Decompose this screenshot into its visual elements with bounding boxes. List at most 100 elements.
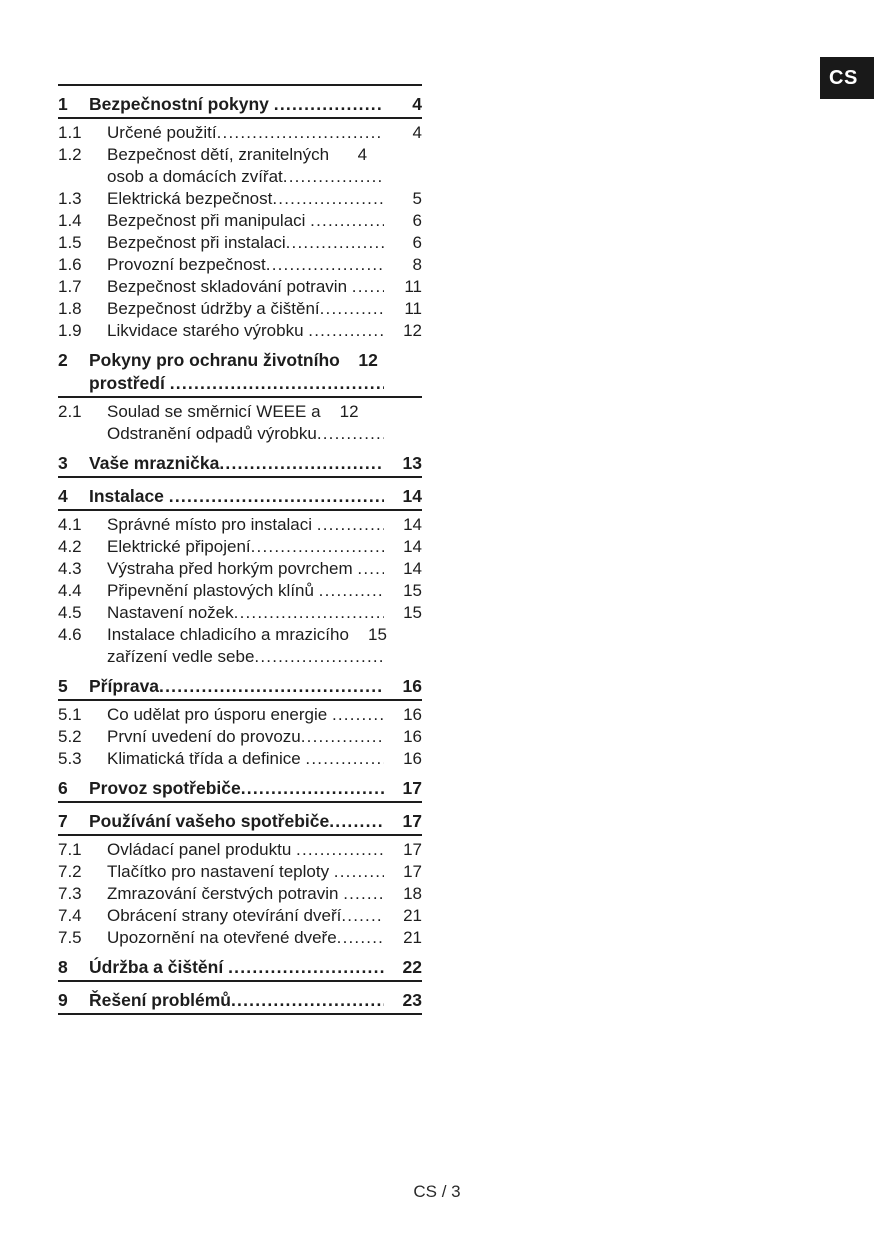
section-rule — [58, 699, 422, 701]
toc-sub-entry: 7.4 Obrácení strany otevírání dveří 21 — [58, 905, 422, 927]
dot-leader — [329, 810, 384, 833]
toc-entry-title: Co udělat pro úsporu energie — [107, 705, 332, 724]
dot-leader — [286, 232, 384, 254]
dot-leader — [317, 423, 384, 445]
table-of-contents: 1 Bezpečnostní pokyny 4 1.1 Určené použití 4… — [58, 84, 422, 1018]
dot-leader — [352, 276, 384, 298]
toc-sub-entry: 7.3 Zmrazování čerstvých potravin 18 — [58, 883, 422, 905]
toc-sub-entry: 5.1 Co udělat pro úsporu energie 16 — [58, 704, 422, 726]
section-rule — [58, 980, 422, 982]
toc-entry-number: 3 — [58, 453, 68, 473]
toc-sub-entry: 1.2 Bezpečnost dětí, zranitelných 4 osob a … — [58, 144, 422, 188]
toc-entry-page: 14 — [403, 537, 422, 556]
toc-entry-page: 8 — [412, 255, 422, 274]
toc-section-entry: 7 Používání vašeho spotřebiče 17 — [58, 810, 422, 833]
toc-entry-line: 5.3 Klimatická třída a definice 16 — [58, 748, 422, 770]
dot-leader — [231, 989, 384, 1012]
toc-entry-line: Odstranění odpadů výrobku — [58, 423, 422, 445]
toc-entry-number: 1.1 — [58, 123, 82, 142]
toc-entry-line: 7.1 Ovládací panel produktu 17 — [58, 839, 422, 861]
toc-entry-line: 1.8 Bezpečnost údržby a čištění 11 — [58, 298, 422, 320]
toc-entry-title: Bezpečnost údržby a čištění — [107, 299, 320, 318]
toc-entry-line: 4.3 Výstraha před horkým povrchem 14 — [58, 558, 422, 580]
dot-leader — [228, 956, 384, 979]
toc-entry-page: 5 — [412, 189, 422, 208]
toc-entry-page: 4 — [412, 94, 422, 114]
toc-entry-line: 1.6 Provozní bezpečnost 8 — [58, 254, 422, 276]
toc-entry-line: 7.5 Upozornění na otevřené dveře 21 — [58, 927, 422, 949]
dot-leader — [241, 777, 384, 800]
dot-leader — [254, 646, 384, 668]
toc-entry-title: Provozní bezpečnost — [107, 255, 266, 274]
toc-sub-entry: 1.3 Elektrická bezpečnost 5 — [58, 188, 422, 210]
toc-sub-entry: 7.1 Ovládací panel produktu 17 — [58, 839, 422, 861]
toc-entry-line: 7.2 Tlačítko pro nastavení teploty 17 — [58, 861, 422, 883]
toc-entry-line: 1.2 Bezpečnost dětí, zranitelných 4 — [58, 144, 422, 166]
toc-section-entry: 4 Instalace 14 — [58, 485, 422, 508]
toc-section-entry: 2 Pokyny pro ochranu životního 12 prostředí — [58, 349, 422, 395]
dot-leader — [251, 536, 384, 558]
dot-leader — [219, 452, 384, 475]
toc-entry-page: 6 — [412, 233, 422, 252]
toc-entry-number: 4 — [58, 486, 68, 506]
dot-leader — [310, 210, 384, 232]
toc-top-rule — [58, 84, 422, 86]
dot-leader — [266, 254, 384, 276]
dot-leader — [319, 580, 384, 602]
toc-entry-page: 14 — [403, 515, 422, 534]
toc-entry-line: 4.1 Správné místo pro instalaci 14 — [58, 514, 422, 536]
language-tab: CS — [820, 57, 874, 99]
toc-sub-entry: 4.4 Připevnění plastových klínů 15 — [58, 580, 422, 602]
toc-entry-number: 9 — [58, 990, 68, 1010]
toc-entry-page: 4 — [412, 123, 422, 142]
toc-entry-page: 4 — [357, 145, 368, 164]
toc-entry-page: 22 — [402, 957, 422, 977]
toc-section-entry: 6 Provoz spotřebiče 17 — [58, 777, 422, 800]
toc-entry-line: 5 Příprava 16 — [58, 675, 422, 698]
toc-sub-entry: 1.4 Bezpečnost při manipulaci 6 — [58, 210, 422, 232]
toc-entry-line: 4 Instalace 14 — [58, 485, 422, 508]
toc-entry-title: osob a domácích zvířat — [107, 167, 283, 186]
toc-entry-line: prostředí — [58, 372, 422, 395]
toc-entry-page: 17 — [403, 862, 422, 881]
toc-entry-number: 7.5 — [58, 928, 82, 947]
toc-entry-line: 4.4 Připevnění plastových klínů 15 — [58, 580, 422, 602]
dot-leader — [301, 726, 384, 748]
toc-entry-number: 2 — [58, 350, 68, 370]
toc-sub-entry: 1.6 Provozní bezpečnost 8 — [58, 254, 422, 276]
toc-entry-line: 6 Provoz spotřebiče 17 — [58, 777, 422, 800]
toc-entry-page: 17 — [402, 778, 422, 798]
toc-entry-page: 18 — [403, 884, 422, 903]
toc-entry-page: 17 — [402, 811, 422, 831]
toc-entry-number: 7.4 — [58, 906, 82, 925]
toc-entry-number: 5.1 — [58, 705, 82, 724]
toc-entry-title: Bezpečnost při manipulaci — [107, 211, 311, 230]
toc-entry-page: 17 — [403, 840, 422, 859]
toc-entry-page: 21 — [403, 928, 422, 947]
toc-entry-title: Upozornění na otevřené dveře — [107, 928, 337, 947]
toc-section-entry: 1 Bezpečnostní pokyny 4 — [58, 93, 422, 116]
toc-entry-page: 16 — [402, 676, 422, 696]
toc-entry-line: 7.3 Zmrazování čerstvých potravin 18 — [58, 883, 422, 905]
toc-entry-title: Určené použití — [107, 123, 217, 142]
toc-entry-page: 11 — [404, 277, 422, 296]
toc-entry-page: 14 — [403, 559, 422, 578]
toc-entry-title: Zmrazování čerstvých potravin — [107, 884, 344, 903]
toc-entry-title: Údržba a čištění — [89, 957, 229, 977]
toc-sub-entry: 5.2 První uvedení do provozu 16 — [58, 726, 422, 748]
toc-entry-number: 4.3 — [58, 559, 82, 578]
toc-entry-number: 1.8 — [58, 299, 82, 318]
toc-entry-number: 1 — [58, 94, 68, 114]
toc-sub-entry: 1.9 Likvidace starého výrobku 12 — [58, 320, 422, 342]
toc-entry-line: 4.5 Nastavení nožek 15 — [58, 602, 422, 624]
toc-sub-entry: 4.1 Správné místo pro instalaci 14 — [58, 514, 422, 536]
dot-leader — [283, 166, 384, 188]
toc-entry-line: 4.6 Instalace chladicího a mrazicího 15 — [58, 624, 422, 646]
toc-sub-entry: 5.3 Klimatická třída a definice 16 — [58, 748, 422, 770]
toc-entry-line: zařízení vedle sebe — [58, 646, 422, 668]
dot-leader — [296, 839, 384, 861]
toc-sub-entry: 2.1 Soulad se směrnicí WEEE a 12 Odstranění… — [58, 401, 422, 445]
toc-entry-line: 1.4 Bezpečnost při manipulaci 6 — [58, 210, 422, 232]
toc-entry-number: 2.1 — [58, 402, 82, 421]
